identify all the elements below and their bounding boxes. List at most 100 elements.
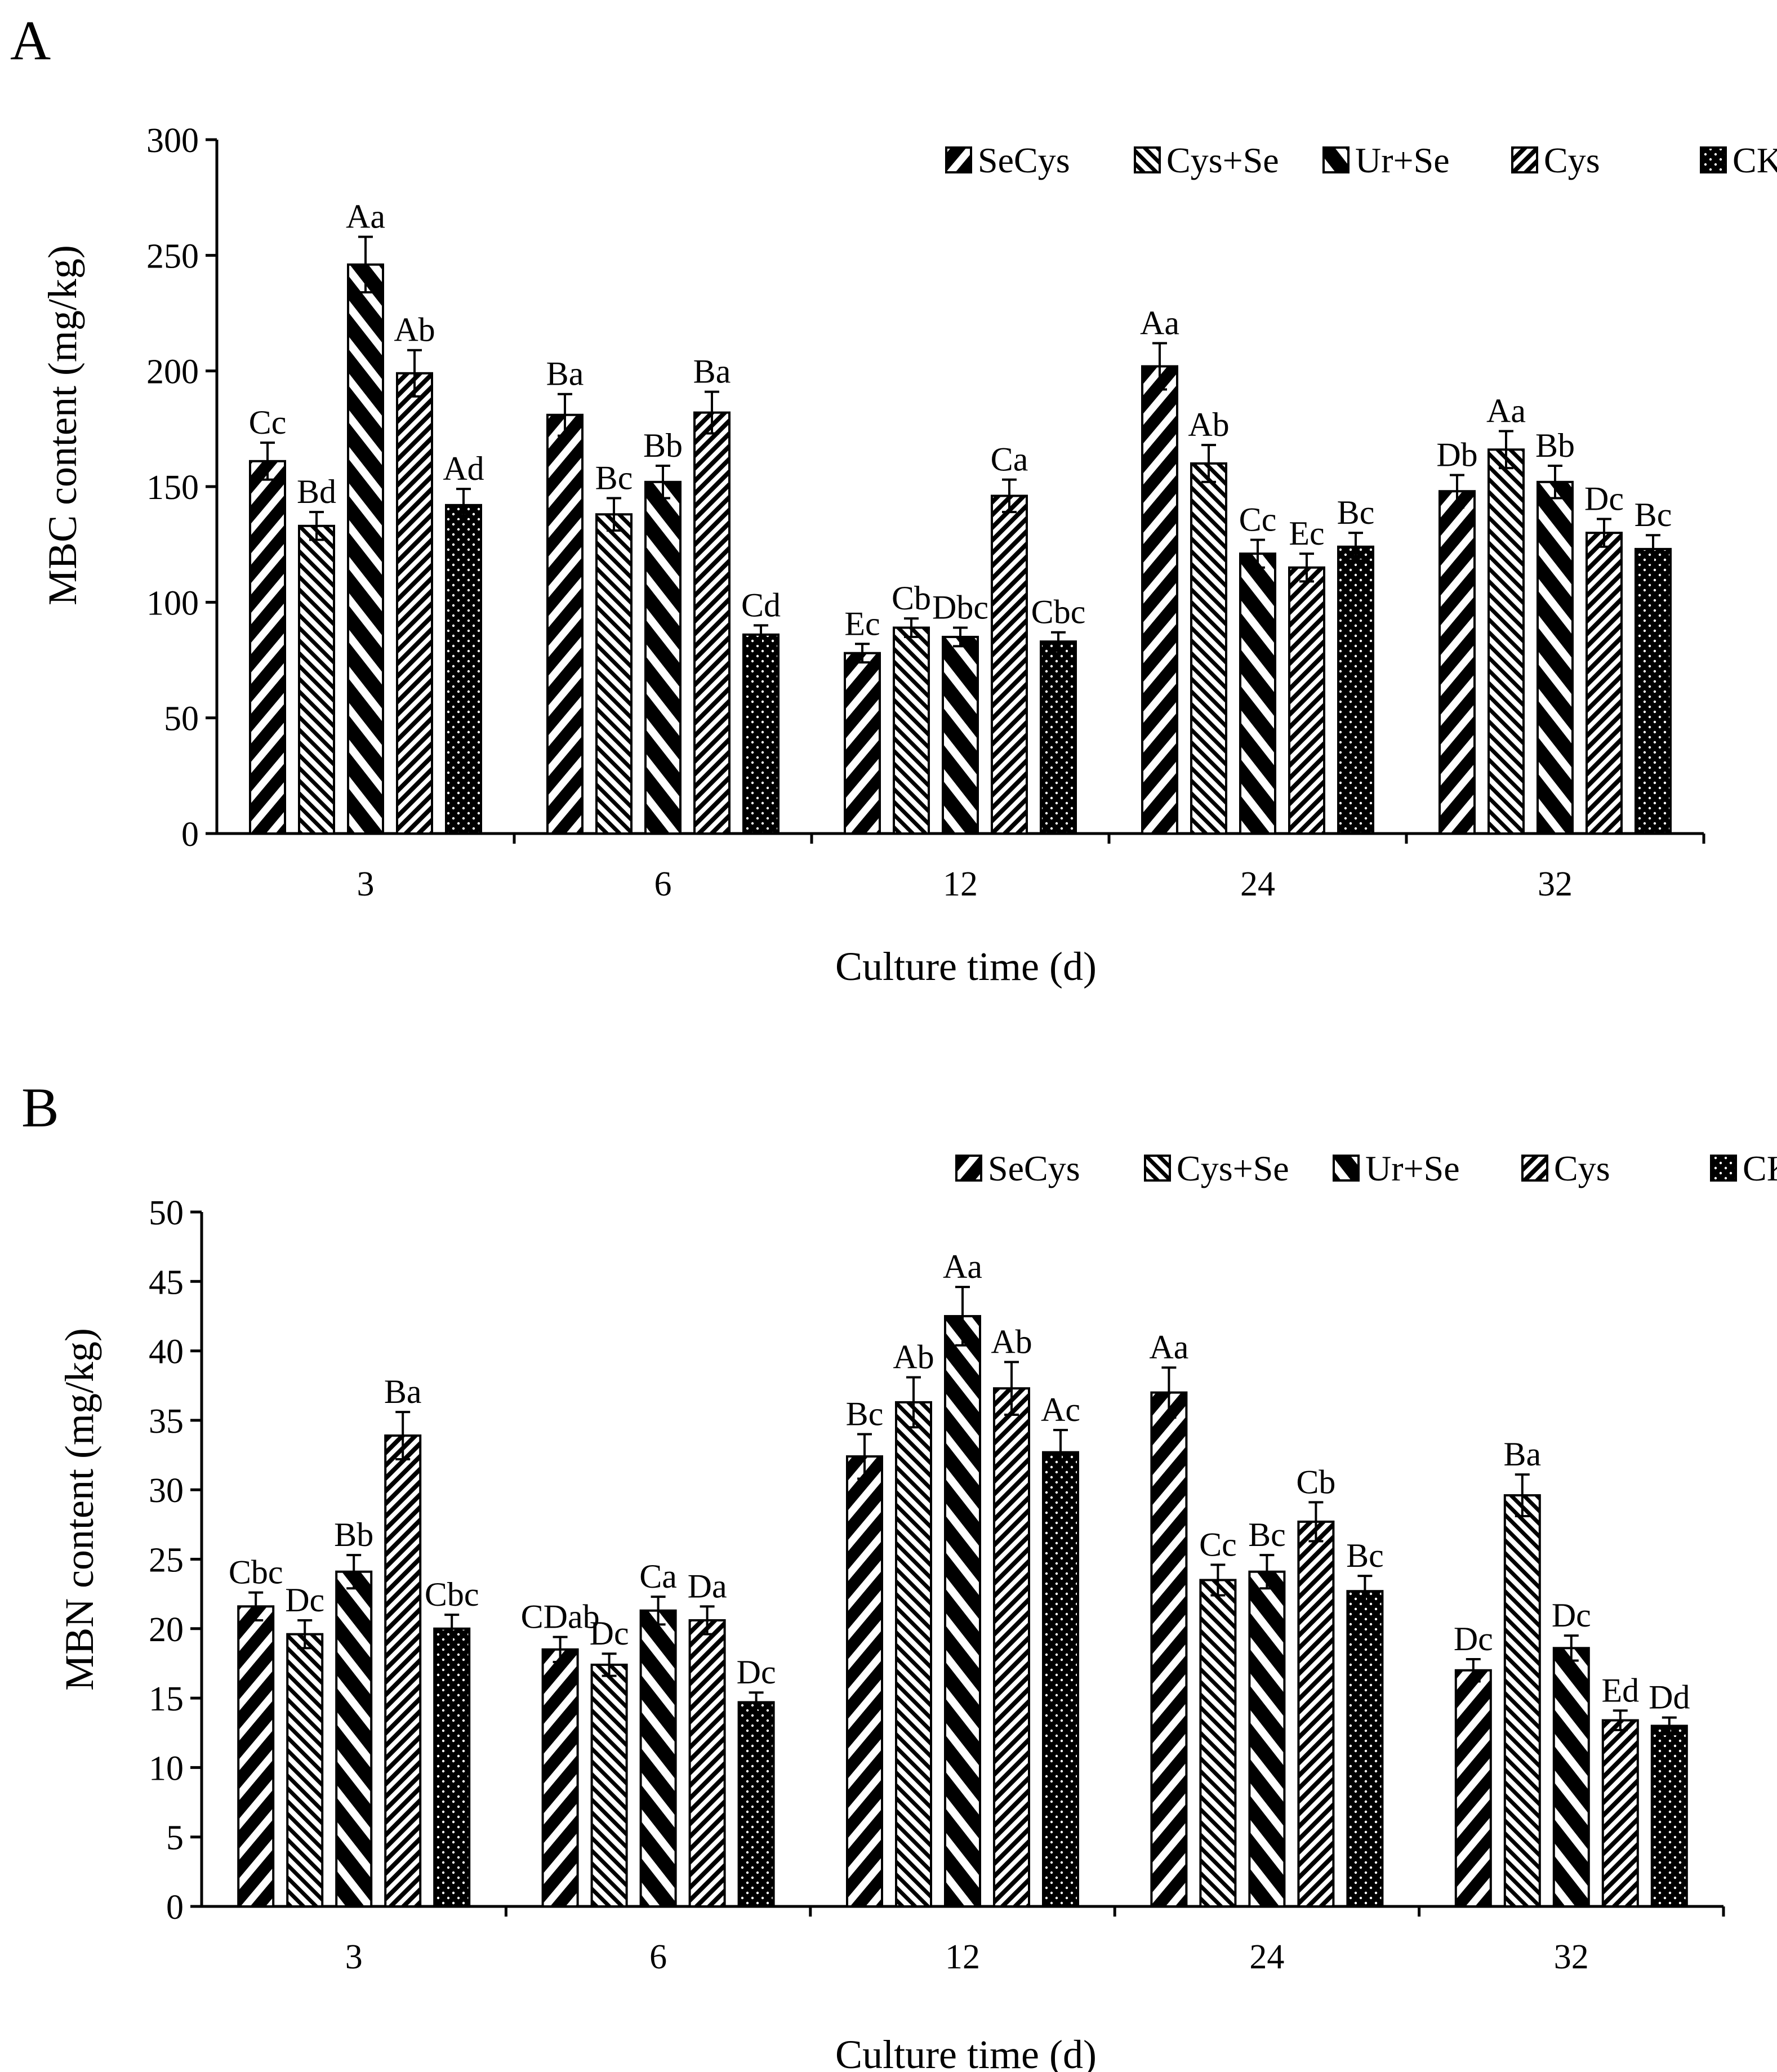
panel-b-y-tick-label: 35 xyxy=(149,1402,184,1441)
x-axis-title-b: Culture time (d) xyxy=(835,2032,1097,2072)
panel-b-error-bar-ck xyxy=(749,1691,764,1713)
panel-a-bar-ck xyxy=(742,633,780,835)
panel-a-bar-cys-se xyxy=(1190,462,1227,835)
panel-b-error-bar-cys-se xyxy=(602,1652,617,1677)
panel-a-error-bar-secys xyxy=(1152,342,1167,391)
panel-a-data-label-cys-se: Bd xyxy=(297,473,336,510)
panel-a-bar-ur-se xyxy=(1239,552,1276,835)
panel-b-legend-label-secys: SeCys xyxy=(988,1148,1080,1188)
panel-a-bar-secys xyxy=(1141,365,1178,835)
panel-b-bar-ck xyxy=(1042,1451,1079,1908)
panel-b-data-label-cys-se: Dc xyxy=(590,1615,629,1652)
panel-a-error-bar-cys-se xyxy=(607,497,621,532)
panel-b-bar-secys xyxy=(846,1455,883,1908)
panel-a-error-bar-secys xyxy=(1450,474,1464,509)
panel-a-error-bar-ur-se xyxy=(656,465,670,500)
panel-a-error-bar-cys xyxy=(1002,478,1017,514)
panel-a-error-bar-secys xyxy=(855,643,870,664)
panel-a-y-tick-label: 0 xyxy=(181,816,199,854)
panel-b-error-bar-cys-se xyxy=(1515,1473,1530,1518)
panel-a-data-label-ck: Cd xyxy=(741,586,781,623)
panel-b-y-tick-label: 10 xyxy=(149,1749,184,1788)
panel-b-data-label-ur-se: Dc xyxy=(1552,1597,1591,1634)
panel-a-data-label-cys-se: Bc xyxy=(595,460,633,497)
panel-b-error-bar-secys xyxy=(248,1591,264,1621)
panel-a-bar-cys-se xyxy=(595,513,633,835)
panel-a-data-label-ck: Cbc xyxy=(1031,594,1086,631)
panel-a-error-bar-ck xyxy=(1348,532,1363,562)
panel-b-bar-cys xyxy=(688,1619,726,1908)
panel-a-x-tick-label: 3 xyxy=(357,865,375,903)
panel-a-data-label-ck: Bc xyxy=(1635,496,1672,533)
panel-b-data-label-ur-se: Bc xyxy=(1248,1516,1286,1553)
panel-a-bar-cys-se xyxy=(1487,448,1525,835)
panel-a-bar-ur-se xyxy=(1536,480,1574,835)
panel-a-error-bar-cys xyxy=(705,390,719,435)
panel-b-bar-ck xyxy=(1650,1725,1688,1908)
panel-b-legend-swatch-secys xyxy=(955,1155,982,1182)
panel-b-y-tick-label: 45 xyxy=(149,1263,184,1302)
panel-b-error-bar-cys-se xyxy=(1210,1563,1226,1597)
panel-b-bar-ur-se xyxy=(639,1609,677,1908)
panel-a-error-bar-cys-se xyxy=(309,511,324,541)
panel-b-legend-label-cys: Cys xyxy=(1554,1148,1610,1188)
panel-b-error-bar-cys xyxy=(700,1605,715,1636)
panel-b-data-label-secys: Bc xyxy=(846,1396,884,1433)
panel-b-error-bar-ur-se xyxy=(1564,1634,1579,1662)
panel-a-error-bar-cys xyxy=(1299,552,1314,583)
panel-a-error-bar-cys xyxy=(1597,518,1611,548)
panel-a-data-label-secys: Cc xyxy=(249,404,287,441)
panel-a-bar-secys xyxy=(1438,490,1476,835)
panel-a-error-bar-cys-se xyxy=(904,617,919,638)
panel-a-error-bar-ur-se xyxy=(1250,538,1265,569)
panel-a-error-bar-ur-se xyxy=(358,235,373,294)
panel-b-data-label-ck: Ac xyxy=(1041,1391,1080,1428)
panel-a-data-label-secys: Db xyxy=(1436,436,1477,473)
panel-b-bar-cys xyxy=(993,1387,1030,1908)
panel-b-x-tick-label: 12 xyxy=(945,1938,980,1976)
panel-a-data-label-ur-se: Bb xyxy=(643,427,683,464)
panel-b-data-label-secys: Aa xyxy=(1149,1329,1188,1366)
panel-a-data-label-ur-se: Bb xyxy=(1535,427,1575,464)
panel-a-legend-swatch-ur-se xyxy=(1322,146,1350,173)
panel-b-error-bar-cys xyxy=(395,1411,411,1460)
panel-b-bar-ck xyxy=(433,1627,471,1908)
panel-a-error-bar-ck xyxy=(1646,534,1660,564)
panel-a-bar-secys xyxy=(546,413,584,835)
panel-a-error-bar-ur-se xyxy=(953,626,968,648)
panel-b-y-tick-label: 15 xyxy=(149,1680,184,1718)
panel-a-error-bar-ck xyxy=(1051,631,1066,652)
panel-b-bar-cys-se xyxy=(590,1663,628,1908)
panel-b-legend-swatch-ck xyxy=(1710,1155,1737,1182)
panel-b-plot: 0 5 10 15 20 25 30 35 40 45 50 3 6 12 24 32 Cbc CDab Bc Aa D… xyxy=(149,1148,1777,1976)
panel-a-error-bar-ck xyxy=(456,488,471,523)
x-axis-title-a: Culture time (d) xyxy=(835,944,1097,989)
panel-a-bar-cys xyxy=(1586,532,1623,835)
panel-a-data-label-cys-se: Ab xyxy=(1188,406,1229,443)
panel-a-y-tick-label: 50 xyxy=(164,700,199,738)
panel-b-y-tick-label: 30 xyxy=(149,1472,184,1510)
panel-a-data-label-secys: Ba xyxy=(546,355,584,393)
panel-b-error-bar-ur-se xyxy=(651,1596,666,1626)
panel-b-y-tick-label: 5 xyxy=(166,1819,184,1857)
panel-b-y-tick-label: 25 xyxy=(149,1541,184,1580)
panel-a-bar-ck xyxy=(445,503,482,835)
panel-b-error-bar-secys xyxy=(1161,1366,1177,1419)
panel-b-error-bar-ck xyxy=(444,1614,460,1644)
panel-b-y-tick-label: 0 xyxy=(166,1888,184,1927)
panel-a-bar-cys xyxy=(1288,566,1325,835)
panel-a-bar-ck xyxy=(1337,545,1374,835)
panel-label-a: A xyxy=(10,9,51,72)
panel-label-b: B xyxy=(21,1076,59,1139)
panel-b-bar-cys xyxy=(1297,1520,1335,1908)
panel-b-data-label-ck: Cbc xyxy=(425,1576,479,1613)
panel-b-x-tick-label: 6 xyxy=(649,1938,667,1976)
panel-b-x-tick-label: 3 xyxy=(345,1938,363,1976)
panel-b-bar-cys-se xyxy=(1199,1579,1237,1908)
panel-b-data-label-secys: Dc xyxy=(1454,1620,1493,1657)
panel-b-data-label-ck: Dd xyxy=(1649,1679,1690,1716)
panel-b-y-tick-label: 20 xyxy=(149,1611,184,1649)
